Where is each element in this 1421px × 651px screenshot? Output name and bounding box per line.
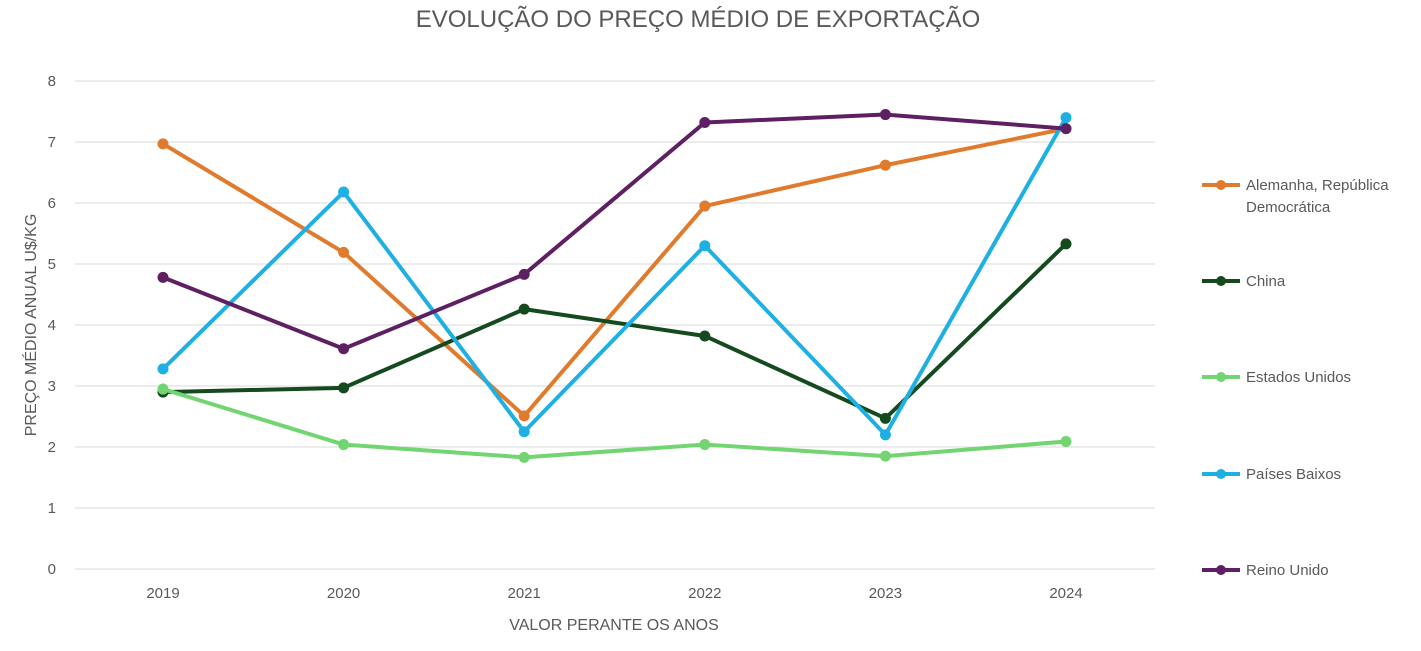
- legend-label-line: China: [1246, 273, 1286, 290]
- y-tick-label: 8: [48, 73, 56, 90]
- data-point: [157, 363, 169, 375]
- x-tick-label: 2023: [869, 585, 902, 602]
- data-point: [699, 200, 711, 212]
- data-point: [699, 240, 711, 252]
- data-point: [699, 330, 711, 342]
- legend-swatch-marker: [1216, 180, 1226, 190]
- data-point: [1060, 112, 1072, 124]
- series-3: [157, 112, 1072, 441]
- y-axis-title: PREÇO MÉDIO ANUAL U$/KG: [21, 214, 40, 437]
- y-tick-label: 7: [48, 134, 56, 151]
- y-tick-label: 5: [48, 256, 56, 273]
- series-line: [161, 115, 1068, 437]
- legend-swatch-marker: [1216, 469, 1226, 479]
- data-point: [879, 450, 891, 462]
- series-line: [161, 126, 1068, 418]
- data-point: [518, 268, 530, 280]
- legend-item: Alemanha, República Democrática: [1202, 177, 1389, 216]
- data-point: [879, 429, 891, 441]
- data-point: [157, 383, 169, 395]
- data-point: [338, 439, 350, 451]
- data-point: [1060, 123, 1072, 135]
- series-group: [157, 109, 1072, 463]
- legend-label: Estados Unidos: [1246, 369, 1351, 386]
- x-tick-label: 2021: [508, 585, 541, 602]
- y-tick-label: 0: [48, 561, 56, 578]
- legend-label-line: Países Baixos: [1246, 466, 1341, 483]
- series-2: [157, 383, 1072, 463]
- legend-label-line: Democrática: [1246, 199, 1331, 216]
- series-4: [157, 109, 1072, 355]
- data-point: [879, 412, 891, 424]
- legend-item: China: [1202, 273, 1286, 290]
- data-point: [879, 109, 891, 121]
- y-axis-ticks: 0 1 2 3 4 5 6 7 8: [48, 73, 56, 578]
- data-point: [879, 159, 891, 171]
- data-point: [518, 426, 530, 438]
- y-tick-label: 3: [48, 378, 56, 395]
- data-point: [1060, 238, 1072, 250]
- chart-title: EVOLUÇÃO DO PREÇO MÉDIO DE EXPORTAÇÃO: [416, 6, 981, 33]
- y-tick-label: 1: [48, 500, 56, 517]
- legend-label: Alemanha, República Democrática: [1246, 177, 1389, 216]
- legend-label: Reino Unido: [1246, 562, 1329, 579]
- legend-label-line: Reino Unido: [1246, 562, 1329, 579]
- x-tick-label: 2024: [1049, 585, 1082, 602]
- y-tick-label: 2: [48, 439, 56, 456]
- data-point: [518, 303, 530, 315]
- x-tick-label: 2019: [146, 585, 179, 602]
- series-line: [161, 387, 1068, 460]
- series-0: [157, 123, 1072, 422]
- gridlines: [75, 80, 1155, 570]
- data-point: [338, 186, 350, 198]
- series-line: [161, 112, 1068, 351]
- data-point: [338, 246, 350, 258]
- y-tick-label: 6: [48, 195, 56, 212]
- x-axis-ticks: 2019 2020 2021 2022 2023 2024: [146, 585, 1082, 602]
- y-tick-label: 4: [48, 317, 56, 334]
- legend-label: China: [1246, 273, 1286, 290]
- data-point: [338, 343, 350, 355]
- data-point: [1060, 436, 1072, 448]
- legend-swatch-marker: [1216, 276, 1226, 286]
- legend-swatch-marker: [1216, 372, 1226, 382]
- legend-label-line: Alemanha, República: [1246, 177, 1389, 194]
- data-point: [338, 382, 350, 394]
- data-point: [157, 271, 169, 283]
- x-axis-title: VALOR PERANTE OS ANOS: [509, 617, 719, 634]
- x-tick-label: 2020: [327, 585, 360, 602]
- data-point: [518, 410, 530, 422]
- legend-item: Estados Unidos: [1202, 369, 1351, 386]
- data-point: [157, 138, 169, 150]
- legend-swatch-marker: [1216, 565, 1226, 575]
- series-line: [161, 241, 1068, 421]
- legend-label-line: Estados Unidos: [1246, 369, 1351, 386]
- legend: Alemanha, República Democrática China Estad…: [1202, 177, 1389, 579]
- legend-item: Países Baixos: [1202, 466, 1341, 483]
- legend-label: Países Baixos: [1246, 466, 1341, 483]
- data-point: [518, 451, 530, 463]
- x-tick-label: 2022: [688, 585, 721, 602]
- data-point: [699, 116, 711, 128]
- data-point: [699, 439, 711, 451]
- legend-item: Reino Unido: [1202, 562, 1329, 579]
